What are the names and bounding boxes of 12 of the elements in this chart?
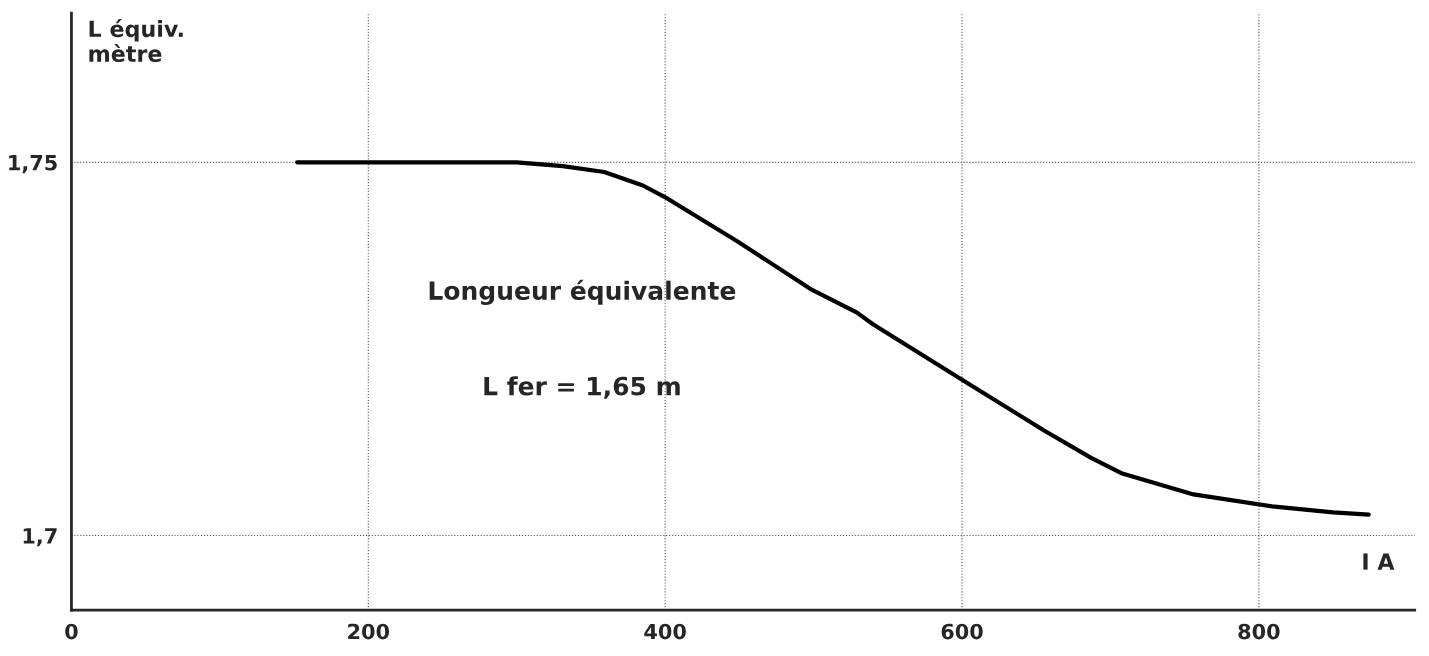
x-tick-label: 800 (1238, 623, 1280, 640)
x-tick-label: 0 (65, 623, 78, 640)
x-axis-title: I A (1363, 553, 1395, 570)
x-tick-label: 400 (644, 623, 686, 640)
y-tick-label: 1,7 (23, 528, 57, 547)
y-tick-label: 1,75 (9, 155, 57, 174)
annotation: L fer = 1,65 m (484, 376, 680, 399)
x-tick-label: 600 (941, 623, 983, 640)
annotation: Longueur équivalente (429, 279, 736, 306)
y-axis-title: L équiv. mètre (89, 19, 183, 63)
x-tick-label: 200 (348, 623, 390, 640)
line-series (294, 160, 1371, 517)
